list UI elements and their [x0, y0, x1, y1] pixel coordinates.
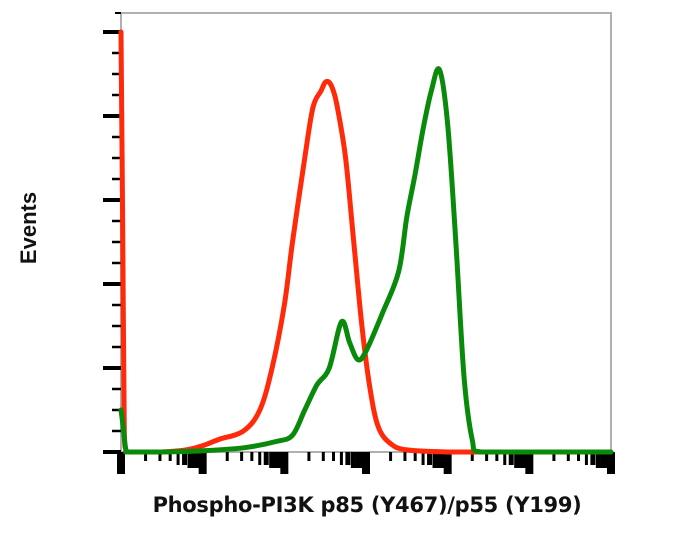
x-minor-tick [258, 452, 262, 465]
stained-histogram-curve [118, 66, 614, 455]
x-minor-tick [552, 452, 556, 461]
x-axis-label: Phospho-PI3K p85 (Y467)/p55 (Y199) [152, 493, 582, 517]
x-minor-tick [577, 452, 581, 461]
x-minor-tick [307, 452, 311, 461]
control-histogram-curve [118, 29, 491, 455]
x-minor-tick [269, 452, 275, 468]
x-minor-tick [514, 452, 520, 468]
x-minor-tick [427, 452, 433, 465]
x-minor-tick [584, 452, 588, 465]
x-minor-tick [263, 452, 269, 465]
x-minor-tick [403, 452, 407, 461]
x-minor-tick [590, 452, 596, 465]
x-minor-tick [421, 452, 425, 465]
x-major-tick [198, 452, 207, 474]
x-minor-tick [437, 452, 443, 468]
x-minor-tick [176, 452, 180, 465]
x-minor-tick [240, 452, 244, 461]
x-minor-tick [495, 452, 499, 461]
x-minor-tick [182, 452, 188, 465]
x-major-tick [280, 452, 289, 474]
x-minor-tick [600, 452, 606, 468]
x-major-tick [117, 452, 125, 474]
x-minor-tick [345, 452, 351, 465]
x-major-tick [607, 452, 615, 474]
x-minor-tick [339, 452, 343, 465]
x-minor-tick [168, 452, 172, 461]
x-minor-tick [250, 452, 254, 461]
x-minor-tick [566, 452, 570, 461]
x-minor-tick [413, 452, 417, 461]
x-minor-tick [389, 452, 393, 461]
x-minor-tick [432, 452, 438, 468]
x-minor-tick [225, 452, 229, 461]
x-minor-tick [158, 452, 162, 461]
x-minor-tick [273, 452, 279, 468]
x-minor-tick [595, 452, 601, 468]
x-major-tick [443, 452, 452, 474]
x-major-tick [525, 452, 534, 474]
x-minor-tick [355, 452, 361, 468]
x-minor-tick [187, 452, 193, 468]
x-minor-tick [485, 452, 489, 461]
x-major-tick [362, 452, 370, 474]
x-minor-tick [192, 452, 198, 468]
x-minor-tick [350, 452, 356, 468]
x-minor-tick [332, 452, 336, 461]
x-minor-tick [503, 452, 507, 465]
y-axis-label: Events [16, 191, 41, 265]
x-minor-tick [470, 452, 474, 461]
x-minor-tick [518, 452, 524, 468]
x-minor-tick [321, 452, 325, 461]
x-minor-tick [508, 452, 514, 465]
plot-frame [121, 12, 612, 452]
x-minor-tick [144, 452, 148, 461]
